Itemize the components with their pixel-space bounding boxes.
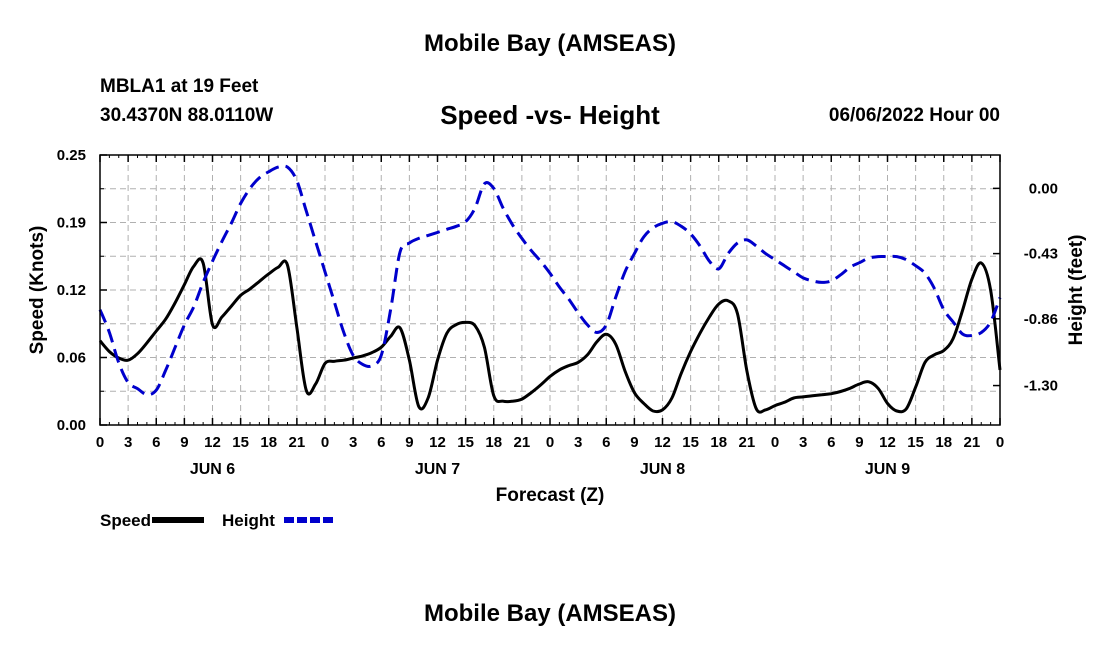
y-left-tick-label: 0.12 — [57, 282, 86, 299]
x-tick-label: 6 — [602, 434, 610, 451]
legend: Speed Height — [100, 511, 336, 530]
x-tick-label: 15 — [457, 434, 474, 451]
x-tick-label: 12 — [429, 434, 446, 451]
y-axis-left-label: Speed (Knots) — [27, 226, 48, 355]
x-day-label: JUN 9 — [865, 461, 910, 478]
series-line-height — [98, 164, 1002, 397]
grid-lines — [100, 155, 1000, 425]
x-tick-label: 6 — [827, 434, 835, 451]
y-left-tick-label: 0.00 — [57, 417, 86, 434]
x-tick-label: 15 — [682, 434, 699, 451]
x-tick-label: 0 — [321, 434, 329, 451]
forecast-datetime: 06/06/2022 Hour 00 — [828, 105, 1000, 126]
x-tick-label: 9 — [180, 434, 188, 451]
x-tick-label: 18 — [260, 434, 277, 451]
y-left-tick-label: 0.06 — [57, 350, 86, 367]
x-tick-label: 6 — [377, 434, 385, 451]
x-tick-label: 3 — [124, 434, 132, 451]
x-tick-label: 3 — [349, 434, 357, 451]
speed-height-chart: 0 3 6 9 12 15 18 21 0 3 6 9 12 15 18 21 0 3 6 9 12 15 18 21 0 3 6 9… — [27, 147, 1087, 530]
legend-label-speed: Speed — [100, 511, 151, 530]
x-tick-label: 21 — [514, 434, 531, 451]
y-axis-right-label: Height (feet) — [1066, 235, 1087, 346]
x-tick-label: 3 — [574, 434, 582, 451]
x-tick-label: 21 — [289, 434, 306, 451]
y-right-tick-label: -1.30 — [1024, 378, 1058, 395]
series-group — [98, 164, 1002, 414]
x-tick-label: 0 — [771, 434, 779, 451]
series-line-speed — [98, 257, 1002, 414]
station-label: MBLA1 at 19 Feet — [100, 76, 259, 97]
x-tick-label: 9 — [855, 434, 863, 451]
x-tick-label: 3 — [799, 434, 807, 451]
x-tick-label: 18 — [485, 434, 502, 451]
chart-subtitle: Speed -vs- Height — [440, 100, 660, 130]
axes-group: 0 3 6 9 12 15 18 21 0 3 6 9 12 15 18 21 0 3 6 9 12 15 18 21 0 3 6 9… — [57, 147, 1058, 478]
x-axis-label: Forecast (Z) — [496, 485, 605, 506]
x-tick-label: 6 — [152, 434, 160, 451]
x-tick-label: 12 — [654, 434, 671, 451]
station-coordinates: 30.4370N 88.0110W — [100, 105, 274, 126]
y-right-tick-label: -0.86 — [1024, 311, 1058, 328]
x-tick-label: 12 — [879, 434, 896, 451]
x-tick-label: 9 — [630, 434, 638, 451]
x-day-label: JUN 8 — [640, 461, 685, 478]
x-tick-label: 18 — [935, 434, 952, 451]
x-tick-label: 0 — [546, 434, 554, 451]
x-tick-label: 18 — [710, 434, 727, 451]
x-tick-label: 12 — [204, 434, 221, 451]
x-tick-label: 21 — [964, 434, 981, 451]
legend-label-height: Height — [222, 511, 275, 530]
y-right-tick-label: 0.00 — [1029, 180, 1058, 197]
y-left-tick-label: 0.19 — [57, 215, 86, 232]
page-title: Mobile Bay (AMSEAS) — [423, 30, 677, 57]
x-tick-label: 15 — [907, 434, 924, 451]
x-day-label: JUN 6 — [190, 461, 235, 478]
x-tick-label: 9 — [405, 434, 413, 451]
y-left-tick-label: 0.25 — [57, 147, 86, 164]
y-right-tick-label: -0.43 — [1024, 246, 1058, 263]
x-tick-label: 0 — [96, 434, 104, 451]
bottom-title: Mobile Bay (AMSEAS) — [423, 600, 677, 627]
x-tick-label: 0 — [996, 434, 1004, 451]
x-day-label: JUN 7 — [415, 461, 460, 478]
x-tick-label: 21 — [739, 434, 756, 451]
x-tick-label: 15 — [232, 434, 249, 451]
